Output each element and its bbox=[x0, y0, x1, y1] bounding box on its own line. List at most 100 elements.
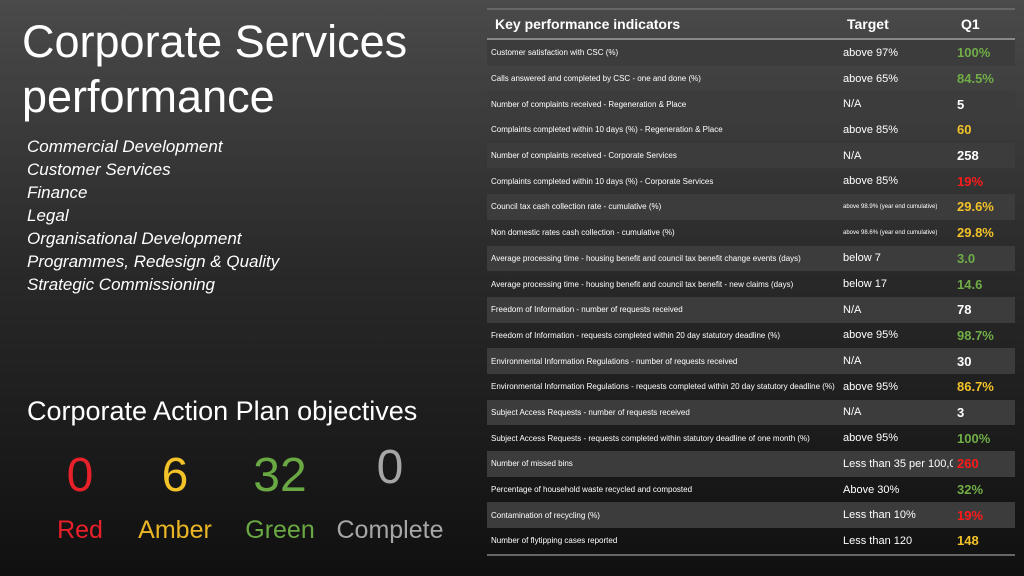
stat-red: 0 Red bbox=[40, 448, 120, 545]
kpi-q1-value: 29.8% bbox=[957, 225, 994, 241]
kpi-row: Number of complaints received - Regenera… bbox=[487, 91, 1015, 118]
kpi-indicator: Number of flytipping cases reported bbox=[487, 528, 839, 556]
kpi-indicator: Subject Access Requests - number of requ… bbox=[487, 399, 839, 426]
kpi-row: Number of complaints received - Corporat… bbox=[487, 142, 1015, 169]
kpi-indicator: Complaints completed within 10 days (%) … bbox=[491, 176, 714, 186]
kpi-q1-value: 258 bbox=[953, 142, 1015, 169]
kpi-indicator: Number of complaints received - Regenera… bbox=[487, 91, 839, 118]
kpi-row: Complaints completed within 10 days (%) … bbox=[487, 168, 1015, 194]
kpi-indicator: Subject Access Requests - requests compl… bbox=[491, 433, 810, 443]
kpi-q1-value: 19% bbox=[957, 173, 984, 189]
stat-complete-value: 0 bbox=[376, 441, 404, 494]
kpi-target: Less than 120 bbox=[839, 528, 953, 556]
kpi-row: Percentage of household waste recycled a… bbox=[487, 477, 1015, 503]
header-target: Target bbox=[839, 8, 953, 40]
service-item: Organisational Development bbox=[27, 229, 242, 248]
kpi-q1-value: 100% bbox=[953, 39, 1015, 66]
kpi-target: below 7 bbox=[839, 245, 953, 272]
kpi-target: above 95% bbox=[843, 329, 899, 342]
stat-red-label: Red bbox=[57, 516, 103, 544]
service-item: Customer Services bbox=[27, 160, 171, 179]
kpi-indicator: Freedom of Information - requests comple… bbox=[491, 330, 781, 340]
kpi-row: Freedom of Information - number of reque… bbox=[487, 296, 1015, 323]
kpi-q1-value: 148 bbox=[953, 528, 1015, 556]
kpi-row: Complaints completed within 10 days (%) … bbox=[487, 117, 1015, 143]
stat-green-value: 32 bbox=[253, 449, 307, 502]
kpi-row: Subject Access Requests - number of requ… bbox=[487, 399, 1015, 426]
kpi-q1-value: 86.7% bbox=[957, 379, 994, 395]
kpi-row: Average processing time - housing benefi… bbox=[487, 245, 1015, 272]
stat-green: 32 Green bbox=[240, 448, 320, 545]
kpi-target: N/A bbox=[839, 399, 953, 426]
stat-red-value: 0 bbox=[66, 449, 94, 502]
kpi-row: Customer satisfaction with CSC (%) above … bbox=[487, 39, 1015, 66]
services-list: Commercial Development Customer Services… bbox=[27, 135, 279, 296]
service-item: Programmes, Redesign & Quality bbox=[27, 252, 280, 271]
kpi-row: Average processing time - housing benefi… bbox=[487, 271, 1015, 297]
header-indicator: Key performance indicators bbox=[487, 8, 839, 40]
kpi-q1-value: 60 bbox=[957, 122, 972, 138]
kpi-target: Above 30% bbox=[843, 483, 900, 496]
action-plan-title: Corporate Action Plan objectives bbox=[27, 396, 418, 426]
stat-amber-value: 6 bbox=[161, 449, 189, 502]
kpi-target: N/A bbox=[839, 91, 953, 118]
kpi-q1-value: 78 bbox=[953, 296, 1015, 323]
service-item: Commercial Development bbox=[27, 137, 223, 156]
kpi-q1-value: 98.7% bbox=[957, 327, 994, 343]
kpi-row: Environmental Information Regulations - … bbox=[487, 374, 1015, 400]
kpi-target: above 95% bbox=[843, 380, 899, 393]
kpi-indicator: Calls answered and completed by CSC - on… bbox=[491, 74, 701, 84]
kpi-indicator: Environmental Information Regulations - … bbox=[491, 382, 835, 392]
kpi-row: Number of flytipping cases reported Less … bbox=[487, 528, 1015, 556]
kpi-indicator: Council tax cash collection rate - cumul… bbox=[487, 194, 839, 220]
kpi-indicator: Freedom of Information - number of reque… bbox=[487, 296, 839, 323]
kpi-indicator: Non domestic rates cash collection - cum… bbox=[491, 228, 675, 238]
kpi-target: above 98.6% (year end cumulative) bbox=[843, 229, 938, 236]
kpi-target: Less than 10% bbox=[839, 502, 953, 529]
kpi-row: Council tax cash collection rate - cumul… bbox=[487, 194, 1015, 220]
stat-complete-label: Complete bbox=[336, 516, 444, 544]
kpi-indicator: Customer satisfaction with CSC (%) bbox=[487, 39, 839, 66]
kpi-q1-value: 260 bbox=[953, 451, 1015, 477]
kpi-target: above 95% bbox=[843, 432, 899, 445]
kpi-row: Subject Access Requests - requests compl… bbox=[487, 425, 1015, 451]
kpi-indicator: Percentage of household waste recycled a… bbox=[491, 485, 693, 495]
service-item: Legal bbox=[27, 206, 69, 225]
kpi-target: below 17 bbox=[843, 278, 888, 291]
kpi-indicator: Number of missed bins bbox=[487, 451, 839, 477]
header-q1: Q1 bbox=[953, 8, 1015, 40]
kpi-target: N/A bbox=[839, 142, 953, 169]
kpi-q1-value: 14.6 bbox=[957, 276, 983, 292]
kpi-row: Number of missed bins Less than 35 per 10… bbox=[487, 451, 1015, 477]
kpi-target: above 97% bbox=[839, 39, 953, 66]
kpi-indicator: Contamination of recycling (%) bbox=[487, 502, 839, 529]
kpi-q1-value: 19% bbox=[953, 502, 1015, 529]
kpi-target: N/A bbox=[839, 296, 953, 323]
stat-amber-label: Amber bbox=[138, 516, 212, 544]
kpi-q1-value: 3 bbox=[953, 399, 1015, 426]
kpi-row: Contamination of recycling (%) Less than … bbox=[487, 502, 1015, 529]
kpi-q1-value: 32% bbox=[957, 482, 984, 498]
kpi-target: above 98.9% (year end cumulative) bbox=[839, 194, 953, 220]
kpi-q1-value: 84.5% bbox=[957, 71, 994, 87]
stat-complete: 0 Complete bbox=[330, 440, 450, 545]
kpi-target: Less than 35 per 100,000 bbox=[839, 451, 953, 477]
kpi-indicator: Average processing time - housing benefi… bbox=[491, 279, 794, 289]
kpi-row: Environmental Information Regulations - … bbox=[487, 348, 1015, 374]
kpi-row: Non domestic rates cash collection - cum… bbox=[487, 220, 1015, 246]
kpi-indicator: Number of complaints received - Corporat… bbox=[487, 142, 839, 169]
stat-green-label: Green bbox=[245, 516, 315, 544]
kpi-indicator: Complaints completed within 10 days (%) … bbox=[491, 125, 723, 135]
kpi-indicator: Average processing time - housing benefi… bbox=[487, 245, 839, 272]
page-title: Corporate Services performance bbox=[22, 16, 408, 122]
kpi-table: Key performance indicators Target Q1 Cus… bbox=[487, 8, 1015, 556]
kpi-row: Calls answered and completed by CSC - on… bbox=[487, 66, 1015, 92]
kpi-target: above 85% bbox=[843, 175, 899, 188]
stat-amber: 6 Amber bbox=[130, 448, 220, 545]
kpi-target: N/A bbox=[839, 348, 953, 374]
kpi-row: Freedom of Information - requests comple… bbox=[487, 323, 1015, 349]
kpi-q1-value: 30 bbox=[953, 348, 1015, 374]
service-item: Strategic Commissioning bbox=[27, 275, 216, 294]
kpi-header-row: Key performance indicators Target Q1 bbox=[487, 8, 1015, 40]
kpi-q1-value: 100% bbox=[957, 430, 991, 446]
